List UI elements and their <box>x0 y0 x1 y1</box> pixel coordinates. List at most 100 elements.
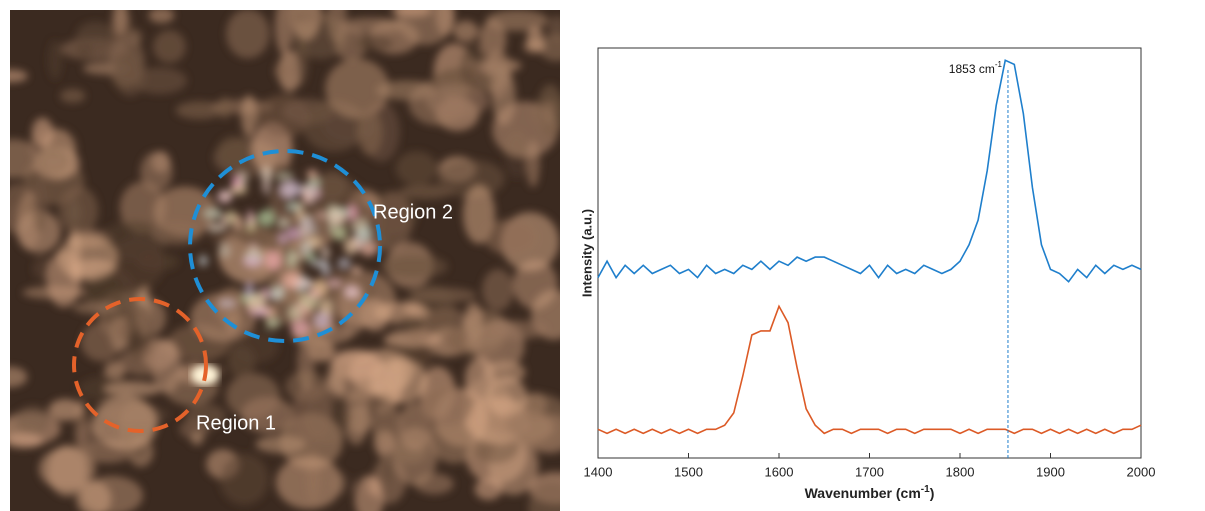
texture-blob <box>369 358 428 404</box>
texture <box>10 10 560 511</box>
x-label-text: Wavenumber (cm <box>805 485 921 501</box>
texture-blob <box>426 84 490 119</box>
x-tick-label: 1800 <box>946 464 975 479</box>
texture-blob <box>58 186 99 235</box>
texture-blob <box>253 308 270 316</box>
texture-blob <box>283 11 327 24</box>
texture-blob <box>320 247 331 259</box>
texture-blob <box>31 117 54 148</box>
plot-frame <box>597 47 1142 459</box>
texture-blob <box>300 240 312 256</box>
texture-blob <box>48 40 62 80</box>
texture-blob <box>262 177 270 194</box>
texture-blob <box>247 292 267 310</box>
texture-blob <box>10 139 41 179</box>
texture-blob <box>278 218 290 227</box>
texture-blob <box>202 207 223 220</box>
texture-blob <box>305 252 317 262</box>
region-label: Region 1 <box>196 412 276 434</box>
texture-blob <box>359 241 378 257</box>
texture-blob <box>148 10 175 24</box>
texture-blob <box>356 35 395 52</box>
texture-blob <box>483 219 537 255</box>
texture-blob <box>218 299 236 308</box>
texture-blob <box>125 303 154 361</box>
texture-blob <box>395 151 438 186</box>
texture-blob <box>175 101 224 120</box>
texture-blob <box>185 403 226 429</box>
texture-blob <box>241 94 257 138</box>
texture-blob <box>75 422 100 452</box>
series-line <box>597 59 1142 283</box>
region-label: Region 2 <box>373 201 453 223</box>
texture-blob <box>274 10 294 55</box>
texture-blob <box>287 304 303 321</box>
texture-blob <box>326 279 342 287</box>
texture-blob <box>225 10 270 59</box>
x-label-end: ) <box>930 485 935 501</box>
texture-blob <box>92 396 158 450</box>
texture-blob <box>325 58 390 119</box>
texture-blob <box>357 226 371 240</box>
texture-blob <box>274 63 290 79</box>
texture-blob <box>328 210 346 226</box>
texture-blob <box>110 236 165 290</box>
texture-blob <box>76 480 112 511</box>
texture-blob <box>265 317 280 329</box>
series-line <box>597 304 1142 435</box>
texture-blob <box>10 69 28 83</box>
texture-blob <box>292 382 333 442</box>
texture-blob <box>464 302 483 339</box>
texture-blob <box>345 288 360 299</box>
texture-blob <box>429 415 479 464</box>
texture-blob <box>352 265 361 274</box>
texture-blob <box>297 279 314 288</box>
texture-blob <box>485 10 549 32</box>
texture-blob <box>57 234 118 281</box>
texture-blob <box>360 299 391 332</box>
texture-blob <box>265 251 282 270</box>
texture-blob <box>523 39 546 54</box>
texture-blob <box>327 10 347 43</box>
texture-blob <box>216 135 250 169</box>
texture-blob <box>47 444 88 497</box>
texture-blob <box>302 186 310 203</box>
texture-blob <box>528 481 560 511</box>
texture-blob <box>343 389 369 445</box>
texture-blob <box>10 366 28 388</box>
texture-blob <box>409 287 477 303</box>
y-axis-label: Intensity (a.u.) <box>579 209 594 297</box>
texture-blob <box>310 259 330 268</box>
texture-blob <box>140 151 173 192</box>
texture-blob <box>218 243 232 259</box>
texture-blob <box>217 189 233 204</box>
micrograph <box>10 10 560 511</box>
texture-blob <box>333 226 347 241</box>
annotation-text: 1853 cm <box>949 62 995 76</box>
x-tick-label: 1600 <box>765 464 794 479</box>
texture-blob <box>117 349 173 376</box>
texture-blob <box>113 10 128 36</box>
texture-blob <box>316 211 329 219</box>
texture-blob <box>435 10 455 36</box>
x-tick-label: 1700 <box>855 464 884 479</box>
texture-blob <box>230 185 248 195</box>
texture-blob <box>299 223 310 238</box>
texture-blob <box>343 237 359 255</box>
texture-blob <box>380 254 448 279</box>
texture-blob <box>286 228 302 239</box>
texture-blob <box>306 169 318 180</box>
texture-blob <box>308 289 320 298</box>
texture-blob <box>278 233 288 244</box>
texture-blob <box>453 20 479 43</box>
texture-blob <box>482 269 514 311</box>
texture-blob <box>436 159 505 198</box>
texture-blob <box>397 401 433 451</box>
texture-blob <box>314 312 331 329</box>
texture-blob <box>337 257 351 268</box>
texture-blob <box>279 181 297 199</box>
texture-blob <box>287 202 302 212</box>
texture-blob <box>487 320 547 340</box>
texture-blob <box>422 386 473 427</box>
texture-blob <box>244 281 254 297</box>
